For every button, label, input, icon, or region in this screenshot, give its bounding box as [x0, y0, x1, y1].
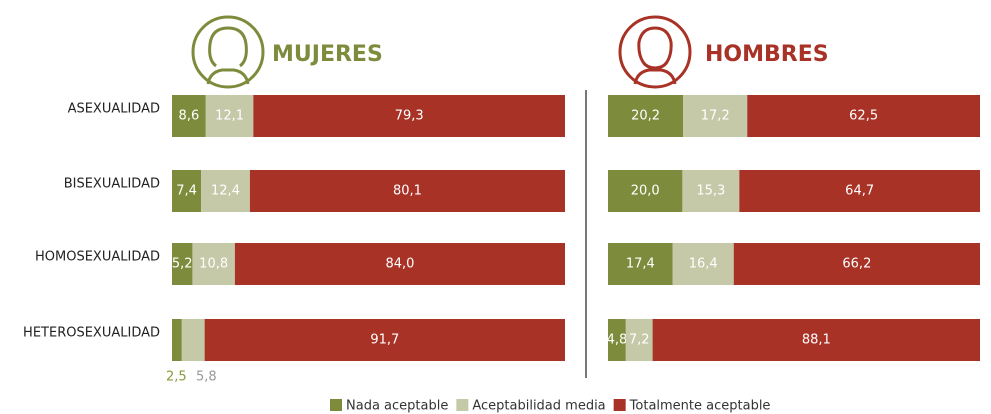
value-label: 62,5	[849, 109, 878, 124]
value-label: 2,5	[166, 370, 187, 385]
legend-label: Aceptabilidad media	[472, 399, 605, 414]
value-label: 5,8	[196, 370, 217, 385]
legend-label: Totalmente aceptable	[629, 399, 771, 414]
value-label: 12,1	[215, 109, 244, 124]
woman-icon	[191, 15, 265, 89]
bar-segment	[249, 170, 565, 212]
value-label: 7,2	[629, 333, 650, 348]
value-label: 88,1	[802, 333, 831, 348]
bar-segment	[172, 319, 182, 361]
value-label: 20,0	[631, 184, 660, 199]
legend-swatch	[456, 399, 469, 411]
man-icon	[618, 15, 692, 89]
value-label: 17,2	[701, 109, 730, 124]
value-label: 7,4	[176, 184, 197, 199]
value-label: 91,7	[370, 333, 399, 348]
category-label: ASEXUALIDAD	[68, 102, 160, 117]
bar-segment	[672, 243, 734, 285]
bar-segment	[172, 170, 202, 212]
category-label: HETEROSEXUALIDAD	[23, 326, 160, 341]
bar-segment	[181, 319, 205, 361]
bar-segment	[201, 170, 250, 212]
value-label: 8,6	[179, 109, 200, 124]
bar-segment	[739, 170, 980, 212]
legend-swatch	[330, 399, 342, 411]
bar-segment	[747, 95, 980, 137]
bar-segment	[625, 319, 653, 361]
category-label: HOMOSEXUALIDAD	[35, 250, 160, 265]
bar-segment	[172, 95, 206, 137]
bar-segment	[234, 243, 565, 285]
bar-segment	[608, 170, 683, 212]
value-label: 79,3	[395, 109, 424, 124]
value-label: 64,7	[845, 184, 874, 199]
bar-segment	[608, 95, 684, 137]
bar-segment	[608, 243, 673, 285]
value-label: 17,4	[626, 257, 655, 272]
value-label: 80,1	[393, 184, 422, 199]
value-label: 5,2	[172, 257, 193, 272]
bar-segment	[652, 319, 980, 361]
bar-segment	[192, 243, 235, 285]
panel-title: MUJERES	[272, 42, 383, 67]
value-label: 84,0	[385, 257, 414, 272]
value-label: 4,8	[607, 333, 628, 348]
panel-title: HOMBRES	[705, 42, 829, 67]
category-label: BISEXUALIDAD	[64, 177, 160, 192]
bar-segment	[204, 319, 565, 361]
value-label: 16,4	[689, 257, 718, 272]
bar-segment	[683, 95, 748, 137]
bar-segment	[733, 243, 980, 285]
legend-label: Nada aceptable	[346, 399, 448, 414]
value-label: 20,2	[631, 109, 660, 124]
bar-segment	[205, 95, 254, 137]
value-label: 66,2	[842, 257, 871, 272]
bar-segment	[682, 170, 740, 212]
value-label: 15,3	[696, 184, 725, 199]
value-label: 10,8	[199, 257, 228, 272]
bar-segment	[608, 319, 626, 361]
legend-swatch	[613, 399, 626, 411]
bar-segment	[172, 243, 193, 285]
value-label: 12,4	[211, 184, 240, 199]
bar-segment	[253, 95, 565, 137]
